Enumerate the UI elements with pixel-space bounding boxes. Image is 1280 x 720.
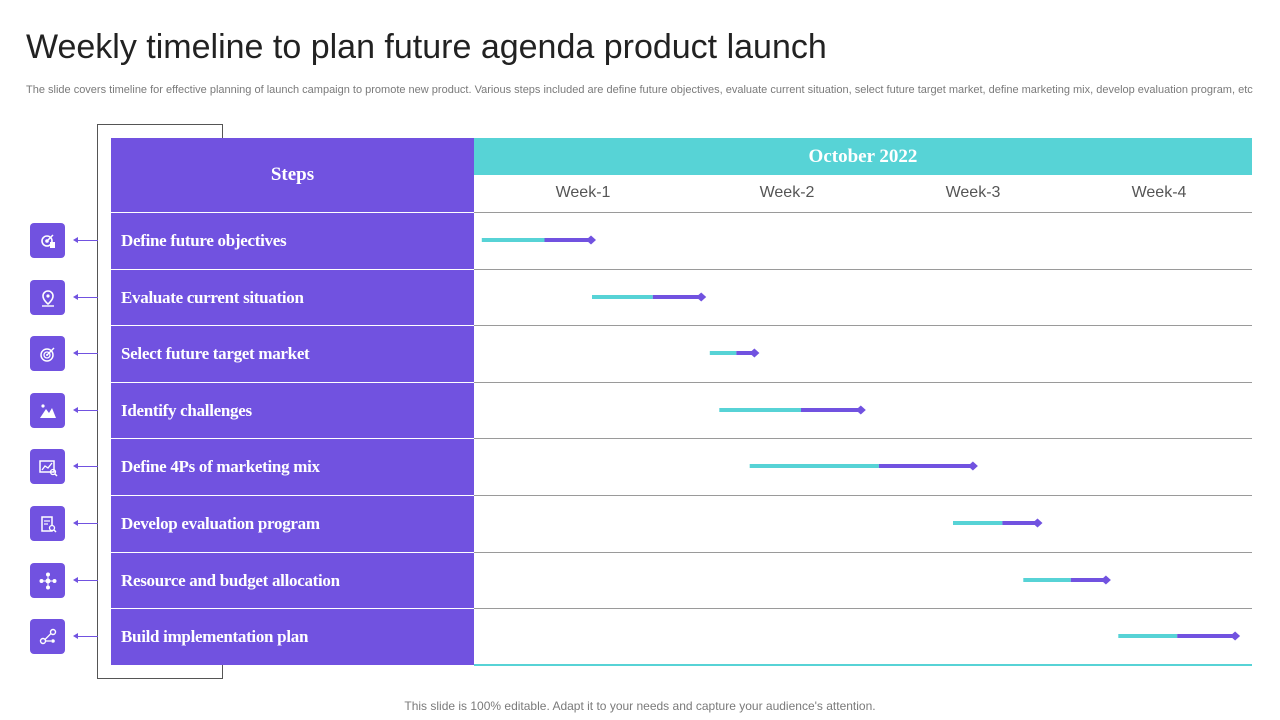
connector-line: [75, 410, 98, 411]
gantt-end-marker: [1230, 631, 1241, 641]
gantt-end-marker: [855, 405, 866, 415]
connector-arrowhead: [73, 633, 78, 639]
connector-arrowhead: [73, 520, 78, 526]
step-label: Resource and budget allocation: [111, 552, 474, 608]
slide-subtitle: The slide covers timeline for effective …: [26, 84, 1253, 96]
clipboard-search-icon: [30, 506, 65, 541]
month-header: October 2022: [474, 138, 1252, 175]
row-divider: [474, 438, 1252, 439]
plan-nodes-icon: [30, 619, 65, 654]
row-divider: [474, 608, 1252, 609]
connector-line: [75, 523, 98, 524]
connector-line: [75, 240, 98, 241]
steps-header: Steps: [270, 164, 315, 185]
step-label: Evaluate current situation: [111, 269, 474, 325]
connector-arrowhead: [73, 350, 78, 356]
analysis-chart-icon: [30, 449, 65, 484]
row-divider: [474, 495, 1252, 496]
step-label: Identify challenges: [111, 382, 474, 438]
connector-line: [75, 580, 98, 581]
timeline-bottom-border: [474, 664, 1252, 666]
mountain-climb-icon: [30, 393, 65, 428]
connector-arrowhead: [73, 237, 78, 243]
row-divider: [474, 325, 1252, 326]
gantt-end-marker: [1100, 575, 1111, 585]
connector-line: [75, 297, 98, 298]
connector-arrowhead: [73, 577, 78, 583]
steps-column: [111, 138, 474, 665]
week-label: Week-3: [945, 184, 1001, 201]
row-divider: [474, 552, 1252, 553]
left-bracket: [97, 124, 223, 679]
row-divider: [474, 269, 1252, 270]
connector-arrowhead: [73, 407, 78, 413]
week-label: Week-4: [1131, 184, 1187, 201]
row-divider: [474, 382, 1252, 383]
week-label: Week-2: [759, 184, 815, 201]
bracket-tick-bottom: [222, 665, 223, 679]
connector-line: [75, 353, 98, 354]
slide-title: Weekly timeline to plan future agenda pr…: [26, 28, 827, 66]
step-label: Define 4Ps of marketing mix: [111, 438, 474, 494]
gantt-end-marker: [696, 292, 707, 302]
slide-footer: This slide is 100% editable. Adapt it to…: [404, 699, 876, 713]
bracket-tick-top: [222, 124, 223, 138]
target-icon: [30, 336, 65, 371]
step-label: Build implementation plan: [111, 608, 474, 664]
gantt-end-marker: [749, 348, 760, 358]
week-label: Week-1: [555, 184, 611, 201]
connector-line: [75, 636, 98, 637]
gantt-end-marker: [1032, 518, 1043, 528]
gantt-end-marker: [586, 235, 596, 245]
row-divider: [474, 212, 1252, 213]
step-label: Define future objectives: [111, 212, 474, 268]
connector-arrowhead: [73, 294, 78, 300]
connector-line: [75, 466, 98, 467]
step-label: Select future target market: [111, 325, 474, 381]
location-pin-icon: [30, 280, 65, 315]
step-label: Develop evaluation program: [111, 495, 474, 551]
gantt-end-marker: [967, 461, 978, 471]
resource-network-icon: [30, 563, 65, 598]
target-dart-icon: [30, 223, 65, 258]
connector-arrowhead: [73, 463, 78, 469]
